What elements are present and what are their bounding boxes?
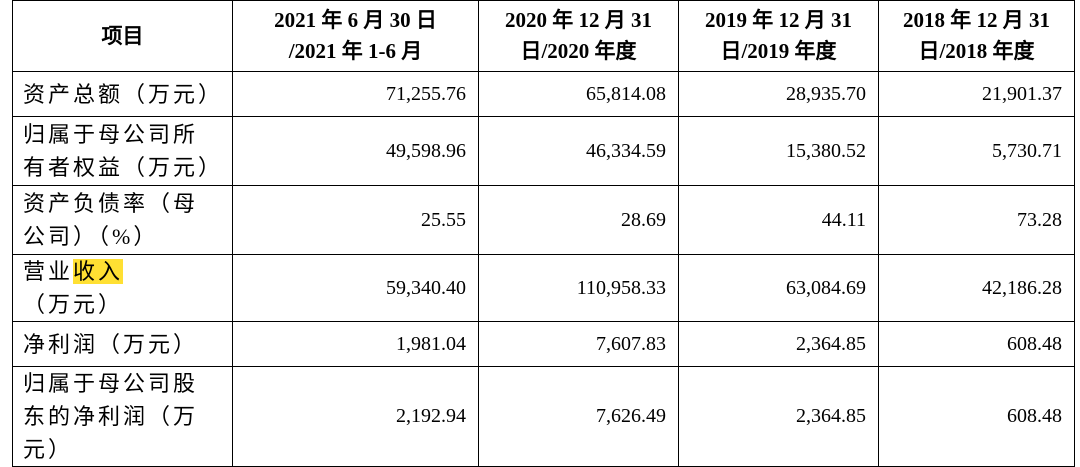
value-cell: 2,192.94 bbox=[232, 366, 479, 467]
value-cell: 2,364.85 bbox=[678, 321, 879, 367]
header-line: /2021 年 1-6 月 bbox=[288, 39, 423, 63]
table-row: 归属于母公司股东的净利润（万元） 2,192.94 7,626.49 2,364.85… bbox=[12, 366, 1075, 467]
row-label: 归属于母公司股东的净利润（万元） bbox=[12, 366, 233, 467]
value-cell: 1,981.04 bbox=[232, 321, 479, 367]
value-cell: 65,814.08 bbox=[478, 71, 679, 117]
label-text: 资产负债率（母公司）（%） bbox=[23, 191, 199, 249]
header-cell: 2019 年 12 月 31 日/2019 年度 bbox=[678, 0, 879, 72]
header-line: 日/2020 年度 bbox=[520, 39, 637, 63]
header-line: 2021 年 6 月 30 日 bbox=[274, 8, 437, 32]
table-row: 归属于母公司所有者权益（万元） 49,598.96 46,334.59 15,380.… bbox=[12, 116, 1075, 186]
header-line: 项目 bbox=[101, 23, 144, 48]
page: 项目 2021 年 6 月 30 日/2021 年 1-6 月 2020 年 12 … bbox=[12, 0, 1075, 467]
table-row: 资产总额（万元） 71,255.76 65,814.08 28,935.70 21,90… bbox=[12, 71, 1075, 117]
value-cell: 21,901.37 bbox=[878, 71, 1075, 117]
header-cell: 2018 年 12 月 31 日/2018 年度 bbox=[878, 0, 1075, 72]
table-row: 营业收入 （万元） 59,340.40 110,958.33 63,084.69 42,1… bbox=[12, 254, 1075, 322]
value-cell: 110,958.33 bbox=[478, 254, 679, 322]
value-cell: 44.11 bbox=[678, 185, 879, 255]
header-row: 项目 2021 年 6 月 30 日/2021 年 1-6 月 2020 年 12 … bbox=[12, 0, 1075, 72]
value-cell: 7,607.83 bbox=[478, 321, 679, 367]
header-line: 2019 年 12 月 31 bbox=[705, 8, 852, 32]
label-text: 资产总额（万元） bbox=[23, 81, 224, 107]
row-label: 资产负债率（母公司）（%） bbox=[12, 185, 233, 255]
value-cell: 71,255.76 bbox=[232, 71, 479, 117]
row-label: 归属于母公司所有者权益（万元） bbox=[12, 116, 233, 186]
header-cell: 2021 年 6 月 30 日/2021 年 1-6 月 bbox=[232, 0, 479, 72]
label-text: 营业 bbox=[23, 259, 74, 284]
row-label: 资产总额（万元） bbox=[12, 71, 233, 117]
value-cell: 59,340.40 bbox=[232, 254, 479, 322]
table-row: 资产负债率（母公司）（%） 25.55 28.69 44.11 73.28 bbox=[12, 185, 1075, 255]
value-cell: 28.69 bbox=[478, 185, 679, 255]
header-line: 2020 年 12 月 31 bbox=[505, 8, 652, 32]
value-cell: 46,334.59 bbox=[478, 116, 679, 186]
label-text: 归属于母公司股东的净利润（万元） bbox=[23, 371, 199, 462]
header-line: 2018 年 12 月 31 bbox=[903, 8, 1050, 32]
value-cell: 2,364.85 bbox=[678, 366, 879, 467]
table-body: 资产总额（万元） 71,255.76 65,814.08 28,935.70 21,90… bbox=[12, 71, 1075, 467]
value-cell: 63,084.69 bbox=[678, 254, 879, 322]
header-line: 日/2018 年度 bbox=[918, 39, 1035, 63]
value-cell: 608.48 bbox=[878, 321, 1075, 367]
label-text: 归属于母公司所有者权益（万元） bbox=[23, 122, 224, 180]
value-cell: 25.55 bbox=[232, 185, 479, 255]
value-cell: 28,935.70 bbox=[678, 71, 879, 117]
row-label: 营业收入 （万元） bbox=[12, 254, 233, 322]
header-line: 日/2019 年度 bbox=[720, 39, 837, 63]
value-cell: 15,380.52 bbox=[678, 116, 879, 186]
value-cell: 608.48 bbox=[878, 366, 1075, 467]
value-cell: 49,598.96 bbox=[232, 116, 479, 186]
header-cell: 项目 bbox=[12, 0, 233, 72]
data-table: 项目 2021 年 6 月 30 日/2021 年 1-6 月 2020 年 12 … bbox=[12, 0, 1075, 467]
highlighted-text: 收入 bbox=[73, 259, 124, 284]
label-text: 净利润（万元） bbox=[23, 331, 199, 357]
value-cell: 73.28 bbox=[878, 185, 1075, 255]
row-label: 净利润（万元） bbox=[12, 321, 233, 367]
header-cell: 2020 年 12 月 31 日/2020 年度 bbox=[478, 0, 679, 72]
value-cell: 5,730.71 bbox=[878, 116, 1075, 186]
table-row: 净利润（万元） 1,981.04 7,607.83 2,364.85 608.48 bbox=[12, 321, 1075, 367]
value-cell: 42,186.28 bbox=[878, 254, 1075, 322]
value-cell: 7,626.49 bbox=[478, 366, 679, 467]
label-text: （万元） bbox=[23, 292, 124, 317]
